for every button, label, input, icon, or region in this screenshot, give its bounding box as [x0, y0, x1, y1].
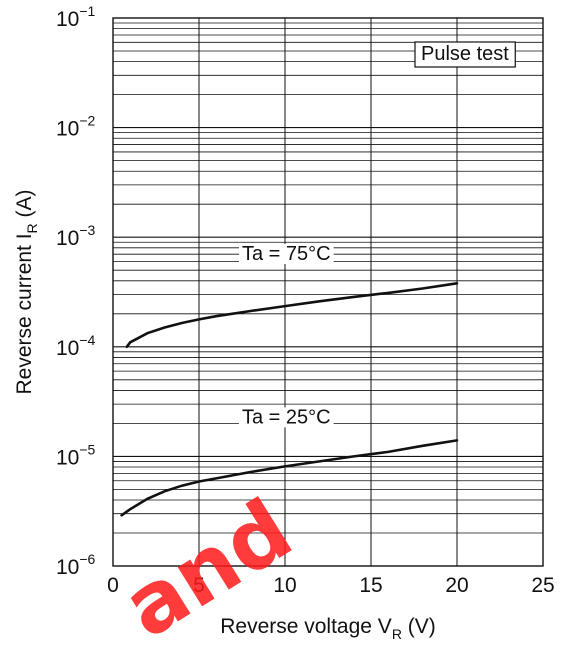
series-label-bg	[239, 243, 334, 264]
x-tick-label: 10	[273, 574, 296, 597]
series-label-1: Ta = 25°C	[242, 406, 331, 428]
grid	[113, 18, 543, 566]
y-tick-label: 10−3	[56, 222, 96, 250]
x-tick-labels: 0 5 10 15 20 25	[107, 574, 555, 597]
pulse-test-frame	[414, 41, 516, 68]
x-tick-label: 15	[359, 574, 382, 597]
y-tick-label: 10−5	[56, 441, 96, 469]
y-tick-label: 10−1	[56, 3, 96, 31]
y-tick-label: 10−4	[56, 332, 96, 360]
x-axis-title: Reverse voltage VR (V)	[220, 615, 436, 642]
pulse-test-label: Pulse test	[421, 43, 509, 65]
x-tick-label: 25	[531, 574, 554, 597]
x-tick-label: 0	[107, 574, 119, 597]
series-line-1	[120, 439, 459, 517]
series-label-bg	[239, 407, 334, 428]
x-tick-label: 5	[193, 574, 205, 597]
series-labels: Ta = 75°C Ta = 25°C	[239, 243, 334, 428]
x-tick-label: 20	[445, 574, 468, 597]
y-tick-label: 10−2	[56, 113, 96, 141]
y-tick-label: 10−6	[56, 551, 96, 579]
pulse-test-box: Pulse test	[414, 41, 516, 68]
y-axis-title: Reverse current IR (A)	[13, 189, 40, 394]
y-tick-labels: 10−6 10−5 10−4 10−3 10−2 10−1	[56, 3, 96, 579]
series-curves	[120, 282, 459, 517]
plot-frame	[112, 17, 544, 567]
series-line-0	[125, 282, 459, 349]
series-label-0: Ta = 75°C	[242, 243, 331, 265]
